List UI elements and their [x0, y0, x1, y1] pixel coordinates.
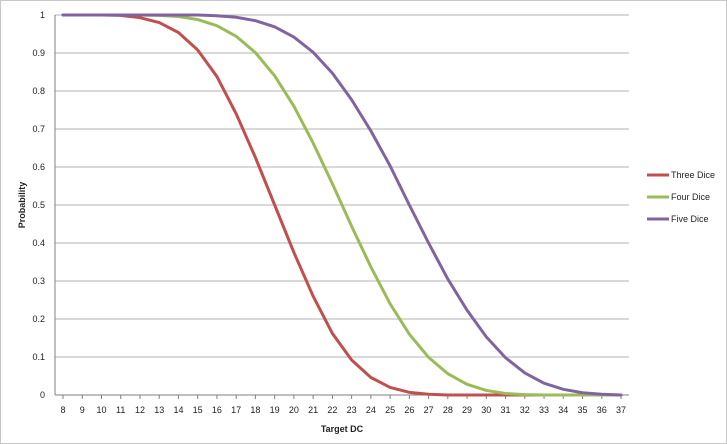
x-tick-label: 34 [558, 405, 568, 415]
x-tick-label: 21 [308, 405, 318, 415]
x-tick-label: 9 [80, 405, 85, 415]
y-tick-label: 0.9 [32, 48, 45, 58]
tick-labels: 00.10.20.30.40.50.60.70.80.918 9 10 11 12 13 1… [32, 10, 626, 415]
y-tick-label: 0 [40, 390, 45, 400]
x-tick-label: 23 [347, 405, 357, 415]
x-tick-label: 26 [404, 405, 414, 415]
x-tick-label: 36 [597, 405, 607, 415]
x-tick-label: 10 [96, 405, 106, 415]
x-tick-label: 19 [270, 405, 280, 415]
y-axis-title: Probability [17, 182, 27, 229]
legend-label: Five Dice [671, 214, 709, 224]
y-tick-label: 0.1 [32, 352, 45, 362]
x-axis-title: Target DC [321, 424, 364, 434]
x-tick-label: 25 [385, 405, 395, 415]
x-tick-label: 16 [212, 405, 222, 415]
x-tick-label: 29 [462, 405, 472, 415]
x-tick-label: 28 [443, 405, 453, 415]
y-tick-label: 0.5 [32, 200, 45, 210]
legend-label: Three Dice [671, 170, 715, 180]
x-tick-label: 35 [578, 405, 588, 415]
x-tick-label: 8 [60, 405, 65, 415]
x-tick-label: 12 [135, 405, 145, 415]
x-tick-label: 31 [501, 405, 511, 415]
y-tick-label: 0.3 [32, 276, 45, 286]
x-tick-label: 20 [289, 405, 299, 415]
x-tick-label: 27 [424, 405, 434, 415]
x-tick-label: 18 [250, 405, 260, 415]
x-tick-label: 22 [327, 405, 337, 415]
x-tick-label: 14 [173, 405, 183, 415]
legend-label: Four Dice [671, 192, 710, 202]
x-tick-label: 32 [520, 405, 530, 415]
legend: Three Dice Four Dice Five Dice [647, 170, 715, 224]
x-tick-label: 17 [231, 405, 241, 415]
x-tick-label: 33 [539, 405, 549, 415]
x-tick-label: 11 [116, 405, 125, 415]
y-tick-label: 0.8 [32, 86, 45, 96]
y-tick-label: 0.7 [32, 124, 45, 134]
y-tick-label: 0.2 [32, 314, 45, 324]
series-line-five-dice [61, 13, 623, 397]
y-tick-label: 1 [40, 10, 45, 20]
x-tick-label: 15 [193, 405, 203, 415]
series-lines [61, 13, 623, 397]
y-tick-label: 0.4 [32, 238, 45, 248]
y-tick-label: 0.6 [32, 162, 45, 172]
x-tick-label: 37 [616, 405, 626, 415]
x-tick-label: 24 [366, 405, 376, 415]
x-tick-label: 30 [481, 405, 491, 415]
gridlines [55, 14, 629, 358]
x-tick-label: 13 [154, 405, 164, 415]
